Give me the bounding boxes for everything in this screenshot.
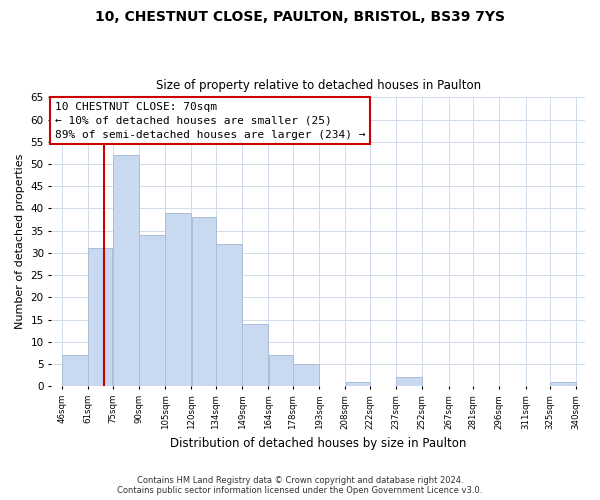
Bar: [293, 364, 319, 386]
Bar: [269, 355, 293, 386]
Bar: [191, 218, 215, 386]
Bar: [166, 213, 191, 386]
Text: 10, CHESTNUT CLOSE, PAULTON, BRISTOL, BS39 7YS: 10, CHESTNUT CLOSE, PAULTON, BRISTOL, BS…: [95, 10, 505, 24]
Bar: [62, 355, 88, 386]
Bar: [139, 235, 165, 386]
Bar: [346, 382, 370, 386]
Bar: [88, 248, 112, 386]
Bar: [113, 155, 139, 386]
Y-axis label: Number of detached properties: Number of detached properties: [15, 154, 25, 330]
Title: Size of property relative to detached houses in Paulton: Size of property relative to detached ho…: [155, 79, 481, 92]
Text: Contains HM Land Registry data © Crown copyright and database right 2024.
Contai: Contains HM Land Registry data © Crown c…: [118, 476, 482, 495]
X-axis label: Distribution of detached houses by size in Paulton: Distribution of detached houses by size …: [170, 437, 466, 450]
Bar: [242, 324, 268, 386]
Bar: [397, 378, 422, 386]
Text: 10 CHESTNUT CLOSE: 70sqm
← 10% of detached houses are smaller (25)
89% of semi-d: 10 CHESTNUT CLOSE: 70sqm ← 10% of detach…: [55, 102, 365, 140]
Bar: [216, 244, 242, 386]
Bar: [550, 382, 576, 386]
